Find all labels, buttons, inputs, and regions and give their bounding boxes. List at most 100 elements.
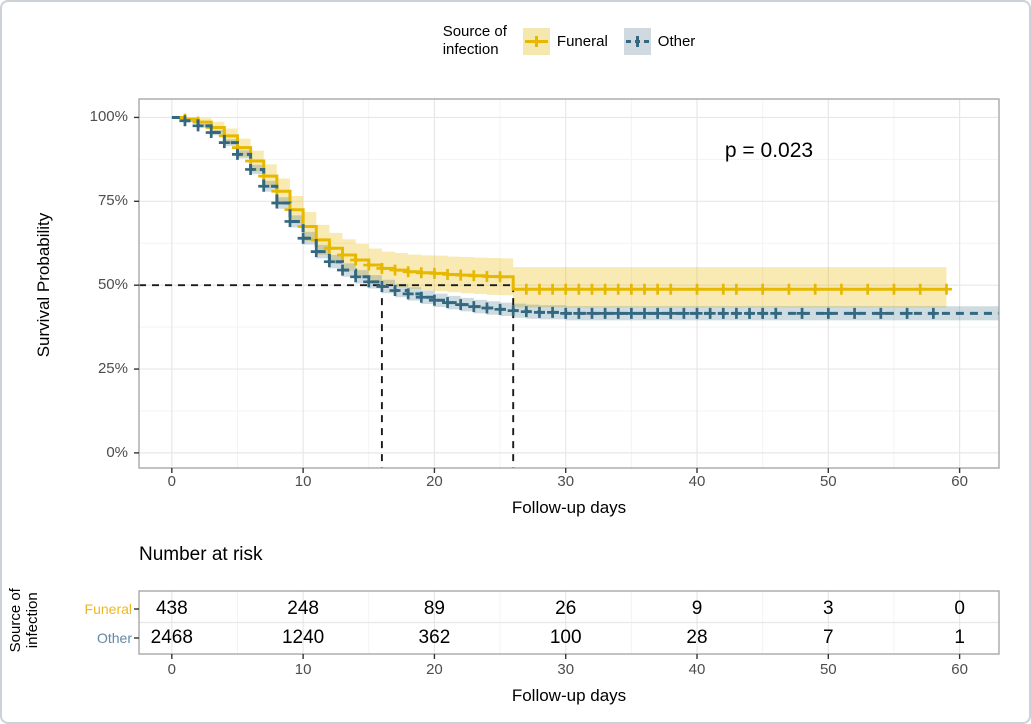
risk-x-axis-title: Follow-up days bbox=[511, 686, 627, 705]
censor-mark-other bbox=[376, 281, 388, 293]
censor-mark-other bbox=[665, 307, 677, 319]
strata-label-line2: infection bbox=[24, 592, 41, 649]
censor-mark-funeral bbox=[730, 283, 742, 295]
censor-mark-funeral bbox=[455, 269, 467, 281]
risk-count: 7 bbox=[823, 627, 834, 648]
censor-mark-other bbox=[757, 307, 769, 319]
censor-mark-funeral bbox=[376, 262, 388, 274]
censor-mark-funeral bbox=[389, 264, 401, 276]
risk-count: 1240 bbox=[281, 627, 325, 648]
x-tick-label: 20 bbox=[426, 473, 443, 490]
censor-mark-other bbox=[573, 307, 585, 319]
survival-curve-funeral bbox=[171, 115, 947, 291]
risk-count: 362 bbox=[418, 627, 451, 648]
x-tick-label: 30 bbox=[557, 473, 575, 490]
risk-count: 28 bbox=[686, 627, 708, 648]
censor-mark-funeral bbox=[652, 283, 664, 295]
censor-mark-funeral bbox=[573, 283, 585, 295]
censor-mark-funeral bbox=[218, 130, 230, 142]
legend-label-funeral: Funeral bbox=[556, 32, 608, 50]
risk-x-tick-label: 30 bbox=[557, 661, 575, 678]
censor-mark-funeral bbox=[638, 283, 650, 295]
y-tick-label: 50% bbox=[97, 276, 128, 294]
censor-mark-other bbox=[717, 307, 729, 319]
censor-mark-funeral bbox=[888, 283, 900, 295]
censor-mark-other bbox=[691, 307, 703, 319]
risk-count: 2468 bbox=[150, 627, 193, 648]
censor-mark-funeral bbox=[612, 283, 624, 295]
censor-mark-other bbox=[704, 307, 716, 319]
censor-mark-funeral bbox=[337, 249, 349, 261]
censor-mark-other bbox=[205, 127, 217, 139]
strata-label-line1: Source of bbox=[6, 588, 24, 653]
censor-mark-other bbox=[481, 302, 493, 314]
censor-mark-funeral bbox=[284, 204, 296, 216]
risk-count: 26 bbox=[555, 598, 577, 619]
censor-mark-funeral bbox=[442, 268, 454, 280]
censor-mark-other bbox=[428, 294, 440, 306]
x-tick-label: 50 bbox=[819, 473, 837, 490]
risk-count: 100 bbox=[549, 627, 582, 648]
risk-x-tick-label: 20 bbox=[426, 661, 443, 678]
censor-mark-funeral bbox=[428, 267, 440, 279]
risk-table-title: Number at risk bbox=[139, 544, 263, 565]
censor-mark-other bbox=[271, 197, 283, 209]
censor-mark-other bbox=[468, 301, 480, 313]
censor-mark-other bbox=[389, 285, 401, 297]
censor-mark-funeral bbox=[363, 259, 375, 271]
censor-mark-funeral bbox=[481, 270, 493, 282]
censor-mark-other bbox=[494, 303, 506, 315]
censor-mark-other bbox=[547, 306, 559, 318]
censor-mark-other bbox=[612, 307, 624, 319]
censor-mark-funeral bbox=[533, 283, 545, 295]
legend-title: Source of infection bbox=[443, 23, 507, 58]
censor-mark-funeral bbox=[350, 254, 362, 266]
censor-mark-other bbox=[402, 288, 414, 300]
risk-x-tick-label: 40 bbox=[688, 661, 706, 678]
risk-count: 1 bbox=[954, 627, 965, 648]
risk-count: 0 bbox=[954, 598, 965, 619]
censor-mark-funeral bbox=[297, 220, 309, 232]
y-tick-label: 25% bbox=[97, 360, 128, 378]
censor-mark-funeral bbox=[192, 116, 204, 128]
censor-mark-funeral bbox=[258, 170, 270, 182]
funeral-key-icon bbox=[522, 27, 550, 55]
censor-mark-funeral bbox=[914, 283, 926, 295]
censor-mark-other bbox=[192, 120, 204, 132]
censor-mark-funeral bbox=[586, 283, 598, 295]
censor-mark-other bbox=[442, 297, 454, 309]
risk-count: 248 bbox=[287, 598, 319, 619]
censor-mark-other bbox=[310, 246, 322, 258]
x-tick-label: 60 bbox=[951, 473, 968, 490]
censor-mark-funeral bbox=[625, 283, 637, 295]
censor-mark-other bbox=[415, 291, 427, 303]
censor-mark-other bbox=[638, 307, 650, 319]
censor-mark-other bbox=[455, 299, 467, 311]
legend-title-line2: infection bbox=[442, 41, 499, 58]
censor-mark-other bbox=[901, 307, 913, 319]
censor-mark-other bbox=[284, 215, 296, 227]
survival-curve-other bbox=[171, 115, 999, 315]
censor-mark-funeral bbox=[862, 283, 874, 295]
censor-mark-other bbox=[218, 137, 230, 149]
risk-row-label-other: Other bbox=[96, 630, 132, 646]
censor-mark-funeral bbox=[809, 283, 821, 295]
censor-mark-other bbox=[245, 163, 257, 175]
p-value-annotation: p = 0.023 bbox=[724, 139, 814, 162]
risk-x-tick-label: 50 bbox=[819, 661, 837, 678]
censor-mark-funeral bbox=[560, 283, 572, 295]
censor-mark-other bbox=[744, 307, 756, 319]
risk-row-label-funeral: Funeral bbox=[84, 601, 132, 617]
plot-panel bbox=[139, 99, 999, 468]
plot-panel-border bbox=[138, 98, 1000, 469]
censor-mark-other bbox=[533, 306, 545, 318]
risk-count: 438 bbox=[155, 598, 188, 619]
censor-mark-other bbox=[520, 306, 532, 318]
censor-mark-funeral bbox=[691, 283, 703, 295]
censor-mark-funeral bbox=[245, 155, 257, 167]
censor-mark-funeral bbox=[757, 283, 769, 295]
other-key-icon bbox=[623, 27, 651, 55]
censor-mark-other bbox=[652, 307, 664, 319]
censor-mark-other bbox=[625, 307, 637, 319]
